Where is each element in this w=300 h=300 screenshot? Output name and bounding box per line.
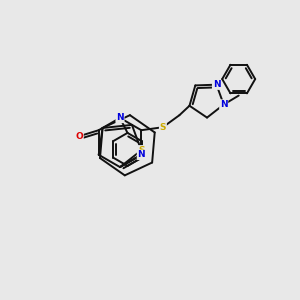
Text: N: N — [220, 100, 227, 109]
Text: S: S — [138, 146, 145, 155]
Text: O: O — [75, 132, 83, 141]
Text: N: N — [137, 150, 145, 159]
Text: S: S — [160, 123, 166, 132]
Text: N: N — [116, 113, 124, 122]
Text: N: N — [213, 80, 220, 89]
